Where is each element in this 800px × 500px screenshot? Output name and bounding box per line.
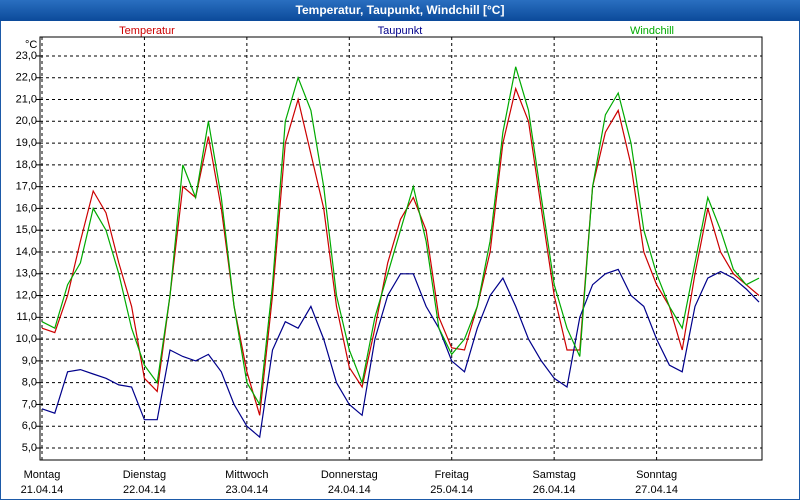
legend-label: Temperatur <box>119 25 175 37</box>
legend-label: Taupunkt <box>378 25 423 37</box>
window-title: Temperatur, Taupunkt, Windchill [°C] <box>296 3 505 17</box>
y-tick-label: 17,0 <box>16 181 37 193</box>
y-tick-label: 7,0 <box>22 398 37 410</box>
x-tick-date: 27.04.14 <box>635 484 678 496</box>
y-tick-label: 23,0 <box>16 50 37 62</box>
y-tick-label: 6,0 <box>22 420 37 432</box>
y-tick-label: 13,0 <box>16 268 37 280</box>
y-tick-label: 15,0 <box>16 224 37 236</box>
x-tick-label: Dienstag <box>123 469 166 481</box>
y-tick-label: 12,0 <box>16 289 37 301</box>
series-line <box>41 268 760 439</box>
y-tick-label: 21,0 <box>16 93 37 105</box>
y-tick-label: 14,0 <box>16 246 37 258</box>
y-unit: °C <box>25 39 37 51</box>
legend-label: Windchill <box>630 25 674 37</box>
x-tick-date: 22.04.14 <box>123 484 166 496</box>
x-tick-date: 24.04.14 <box>328 484 371 496</box>
series-line <box>41 66 760 407</box>
y-tick-label: 19,0 <box>16 137 37 149</box>
y-tick-label: 20,0 <box>16 115 37 127</box>
y-tick-label: 9,0 <box>22 355 37 367</box>
plot-frame <box>39 36 763 461</box>
x-tick-label: Montag <box>24 469 61 481</box>
y-tick-label: 22,0 <box>16 72 37 84</box>
x-tick-date: 25.04.14 <box>430 484 473 496</box>
y-tick-label: 10,0 <box>16 333 37 345</box>
y-tick-label: 5,0 <box>22 442 37 454</box>
x-tick-date: 23.04.14 <box>225 484 268 496</box>
x-tick-label: Sonntag <box>636 469 677 481</box>
y-tick-label: 8,0 <box>22 377 37 389</box>
x-tick-label: Donnerstag <box>321 469 378 481</box>
y-tick-label: 16,0 <box>16 202 37 214</box>
x-tick-date: 21.04.14 <box>21 484 64 496</box>
title-bar <box>0 0 800 21</box>
y-tick-label: 18,0 <box>16 159 37 171</box>
y-tick-label: 11,0 <box>16 311 37 323</box>
x-tick-date: 26.04.14 <box>533 484 576 496</box>
series-line <box>41 86 760 416</box>
x-tick-label: Samstag <box>532 469 575 481</box>
x-tick-label: Freitag <box>435 469 469 481</box>
x-tick-label: Mittwoch <box>225 469 268 481</box>
